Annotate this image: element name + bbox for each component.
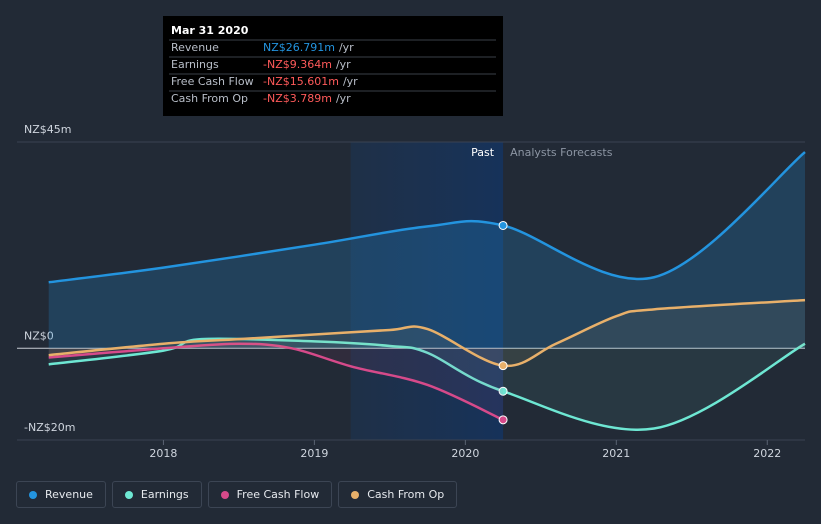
x-tick-label: 2021	[602, 447, 630, 460]
legend-swatch	[29, 490, 37, 499]
x-tick-label: 2022	[753, 447, 781, 460]
legend-item[interactable]: Revenue	[16, 481, 106, 508]
past-region	[350, 142, 504, 440]
tooltip-value: NZ$26.791m/yr	[263, 41, 354, 54]
tooltip-label: Revenue	[171, 41, 219, 54]
chart: Past Analysts Forecasts NZ$45m NZ$0 -NZ$20m 2…	[17, 16, 806, 460]
point-marker	[498, 361, 508, 371]
tooltip-value: -NZ$15.601m/yr	[263, 75, 358, 88]
forecast-label: Analysts Forecasts	[510, 146, 613, 159]
x-tick-label: 2020	[451, 447, 479, 460]
tooltip-amount: -NZ$15.601m	[263, 75, 339, 88]
past-label: Past	[471, 146, 495, 159]
legend-item[interactable]: Cash From Op	[338, 481, 458, 508]
legend-label: Earnings	[140, 488, 189, 501]
tooltip-unit: /yr	[343, 75, 358, 88]
x-tick-label: 2019	[300, 447, 328, 460]
series-line	[48, 298, 806, 368]
y-tick-label: -NZ$20m	[24, 421, 75, 434]
tooltip-title: Mar 31 2020	[171, 24, 249, 37]
legend-item[interactable]: Free Cash Flow	[207, 481, 333, 508]
legend-swatch	[124, 490, 133, 499]
page: {"chart_data": {"type": "line", "ylim": …	[16, 16, 806, 508]
tooltip-label: Earnings	[171, 58, 219, 71]
tooltip-unit: /yr	[339, 41, 354, 54]
tooltip-unit: /yr	[336, 92, 351, 105]
tooltip-value: -NZ$3.789m/yr	[263, 92, 351, 105]
legend-item[interactable]: Earnings	[111, 481, 202, 508]
series-line	[48, 342, 504, 421]
legend-swatch	[351, 490, 360, 499]
y-tick-label: NZ$45m	[24, 123, 71, 136]
tooltip-label: Cash From Op	[171, 92, 248, 105]
area-fill	[48, 338, 805, 430]
tooltip-amount: -NZ$9.364m	[263, 58, 332, 71]
point-marker	[498, 220, 508, 230]
legend-label: Free Cash Flow	[236, 488, 320, 501]
series-line	[48, 151, 806, 284]
y-tick-label: NZ$0	[24, 329, 54, 342]
area-fill	[48, 343, 504, 420]
legend-swatch	[220, 490, 229, 499]
tooltip: Mar 31 2020 Revenue NZ$26.791m/yr Earnings -…	[163, 16, 503, 116]
legend-label: Revenue	[45, 488, 93, 501]
point-marker	[498, 415, 508, 425]
x-tick-label: 2018	[149, 447, 177, 460]
tooltip-box	[163, 16, 503, 116]
point-marker	[498, 386, 508, 396]
tooltip-amount: NZ$26.791m	[263, 41, 335, 54]
tooltip-unit: /yr	[336, 58, 351, 71]
legend-label: Cash From Op	[367, 488, 445, 501]
legend: Revenue Earnings Free Cash Flow Cash From O…	[16, 481, 458, 508]
tooltip-label: Free Cash Flow	[171, 75, 254, 88]
area-fill	[48, 152, 805, 349]
tooltip-amount: -NZ$3.789m	[263, 92, 332, 105]
tooltip-value: -NZ$9.364m/yr	[263, 58, 351, 71]
